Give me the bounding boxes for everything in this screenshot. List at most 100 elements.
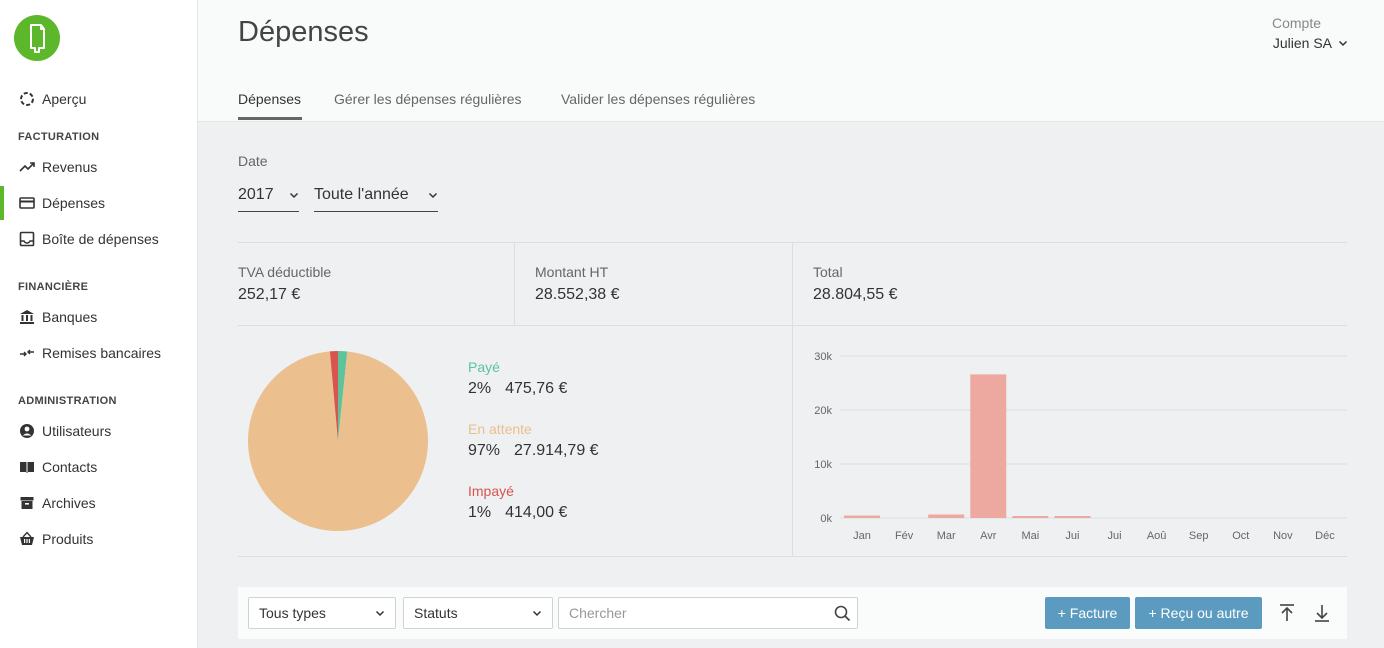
legend-value-paye: 2% 475,76 € [468, 380, 567, 398]
legend-value-en-attente: 97% 27.914,79 € [468, 442, 599, 460]
section-title-facturation: FACTURATION [18, 131, 100, 143]
active-tab-indicator [238, 117, 302, 120]
year-select[interactable]: 2017 [238, 178, 299, 212]
section-title-administration: ADMINISTRATION [18, 395, 117, 407]
app-logo[interactable] [14, 15, 60, 61]
stat-value-tva: 252,17 € [238, 286, 301, 303]
stat-label-total: Total [813, 264, 843, 280]
add-receipt-button[interactable]: + Reçu ou autre [1135, 597, 1262, 629]
section-title-financiere: FINANCIÈRE [18, 281, 89, 293]
credit-card-icon [18, 195, 35, 212]
monthly-bar-chart: 0k 10k 20k 30k Jan Fév Mar Avr Mai Jui Jui Aoû Sep Oc… [814, 351, 1347, 542]
sidebar-item-remises-bancaires[interactable]: Remises bancaires [0, 338, 197, 368]
bank-icon [18, 309, 35, 326]
bar-2 [928, 514, 965, 518]
bar-5 [1054, 516, 1091, 518]
tab-valider-depenses-regulieres[interactable]: Valider les dépenses régulières [561, 91, 756, 107]
legend-amount: 414,00 € [505, 504, 568, 521]
sidebar-item-label: Archives [42, 495, 96, 511]
search-icon[interactable] [827, 605, 857, 622]
legend-percent: 1% [468, 504, 492, 521]
legend-title-en-attente: En attente [468, 421, 532, 437]
sidebar-item-revenus[interactable]: Revenus [0, 152, 197, 182]
pie-slice-en-attente [248, 351, 428, 531]
user-icon [18, 423, 35, 440]
legend-title-impaye: Impayé [468, 483, 514, 499]
x-tick-label: Déc [1315, 530, 1335, 542]
sidebar-item-utilisateurs[interactable]: Utilisateurs [0, 416, 197, 446]
bar-3 [970, 374, 1007, 518]
bar-0 [844, 515, 881, 518]
y-tick-label: 0k [820, 513, 832, 525]
basket-icon [18, 531, 35, 548]
period-select[interactable]: Toute l'année [314, 178, 438, 212]
type-filter-select[interactable]: Tous types [248, 597, 396, 629]
tab-gerer-depenses-regulieres[interactable]: Gérer les dépenses régulières [334, 91, 522, 107]
legend-percent: 2% [468, 380, 492, 397]
sidebar-item-depenses[interactable]: Dépenses [0, 186, 197, 220]
stat-value-montant-ht: 28.552,38 € [535, 286, 620, 303]
sidebar-item-label: Utilisateurs [42, 423, 112, 439]
pie-slice-payé [338, 351, 348, 441]
tab-depenses[interactable]: Dépenses [238, 91, 302, 107]
divider [238, 242, 1347, 243]
x-tick-label: Oct [1232, 530, 1249, 542]
x-tick-label: Sep [1189, 530, 1209, 542]
legend-amount: 475,76 € [505, 380, 568, 397]
x-tick-label: Jan [853, 530, 871, 542]
y-tick-label: 10k [814, 459, 832, 471]
sidebar-item-apercu[interactable]: Aperçu [0, 84, 197, 114]
bar-4 [1012, 516, 1049, 518]
account-name: Julien SA [1272, 35, 1332, 51]
legend-value-impaye: 1% 414,00 € [468, 504, 567, 522]
x-tick-label: Jui [1108, 530, 1122, 542]
inbox-icon [18, 231, 35, 248]
x-tick-label: Mai [1022, 530, 1040, 542]
chevron-down-icon [428, 192, 438, 198]
search-box [558, 597, 858, 629]
sidebar-item-label: Banques [42, 309, 98, 325]
period-value: Toute l'année [314, 185, 409, 203]
x-tick-label: Mar [937, 530, 956, 542]
chevron-down-icon [375, 610, 385, 617]
sidebar-item-banques[interactable]: Banques [0, 302, 197, 332]
search-input[interactable] [559, 598, 827, 628]
divider [792, 243, 793, 556]
chevron-down-icon [532, 610, 542, 617]
stat-label-montant-ht: Montant HT [535, 264, 609, 280]
legend-amount: 27.914,79 € [514, 442, 599, 459]
page-header: Dépenses Compte Julien SA Dépenses Gérer… [198, 0, 1384, 122]
sidebar-item-label: Aperçu [42, 91, 87, 107]
chevron-down-icon [1338, 40, 1348, 47]
loader-icon [18, 91, 35, 108]
date-label: Date [238, 153, 268, 169]
year-value: 2017 [238, 185, 274, 203]
sidebar-item-label: Revenus [42, 159, 98, 175]
stat-label-tva: TVA déductible [238, 264, 332, 280]
add-invoice-button[interactable]: + Facture [1045, 597, 1130, 629]
pie-slice-impayé [329, 351, 338, 441]
divider [514, 243, 515, 325]
account-switcher[interactable]: Julien SA [1273, 35, 1348, 51]
status-filter-select[interactable]: Statuts [403, 597, 553, 629]
x-tick-label: Nov [1273, 530, 1293, 542]
list-toolbar: Tous types Statuts + Facture + Reçu ou a… [238, 587, 1347, 639]
sidebar-item-contacts[interactable]: Contacts [0, 452, 197, 482]
sidebar: Aperçu FACTURATION Revenus Dépenses Boît… [0, 0, 198, 648]
download-icon[interactable] [1310, 600, 1334, 626]
sidebar-item-produits[interactable]: Produits [0, 524, 197, 554]
sidebar-item-archives[interactable]: Archives [0, 488, 197, 518]
trending-up-icon [18, 159, 35, 176]
sidebar-item-boite-de-depenses[interactable]: Boîte de dépenses [0, 224, 197, 254]
sidebar-item-label: Remises bancaires [42, 345, 162, 361]
divider [238, 325, 1347, 326]
page-title: Dépenses [238, 16, 369, 48]
y-tick-label: 20k [814, 405, 832, 417]
x-tick-label: Fév [895, 530, 914, 542]
divider [238, 556, 1347, 557]
chevron-down-icon [289, 192, 299, 198]
status-filter-value: Statuts [414, 605, 458, 621]
x-tick-label: Aoû [1147, 530, 1167, 542]
stat-value-total: 28.804,55 € [813, 286, 898, 303]
upload-icon[interactable] [1275, 600, 1299, 626]
